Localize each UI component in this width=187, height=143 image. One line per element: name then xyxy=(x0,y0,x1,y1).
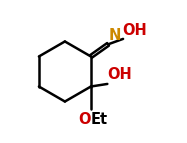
Text: OH: OH xyxy=(107,67,132,82)
Text: O: O xyxy=(78,112,91,127)
Text: OH: OH xyxy=(122,23,147,38)
Text: Et: Et xyxy=(91,112,108,127)
Text: N: N xyxy=(108,28,121,43)
